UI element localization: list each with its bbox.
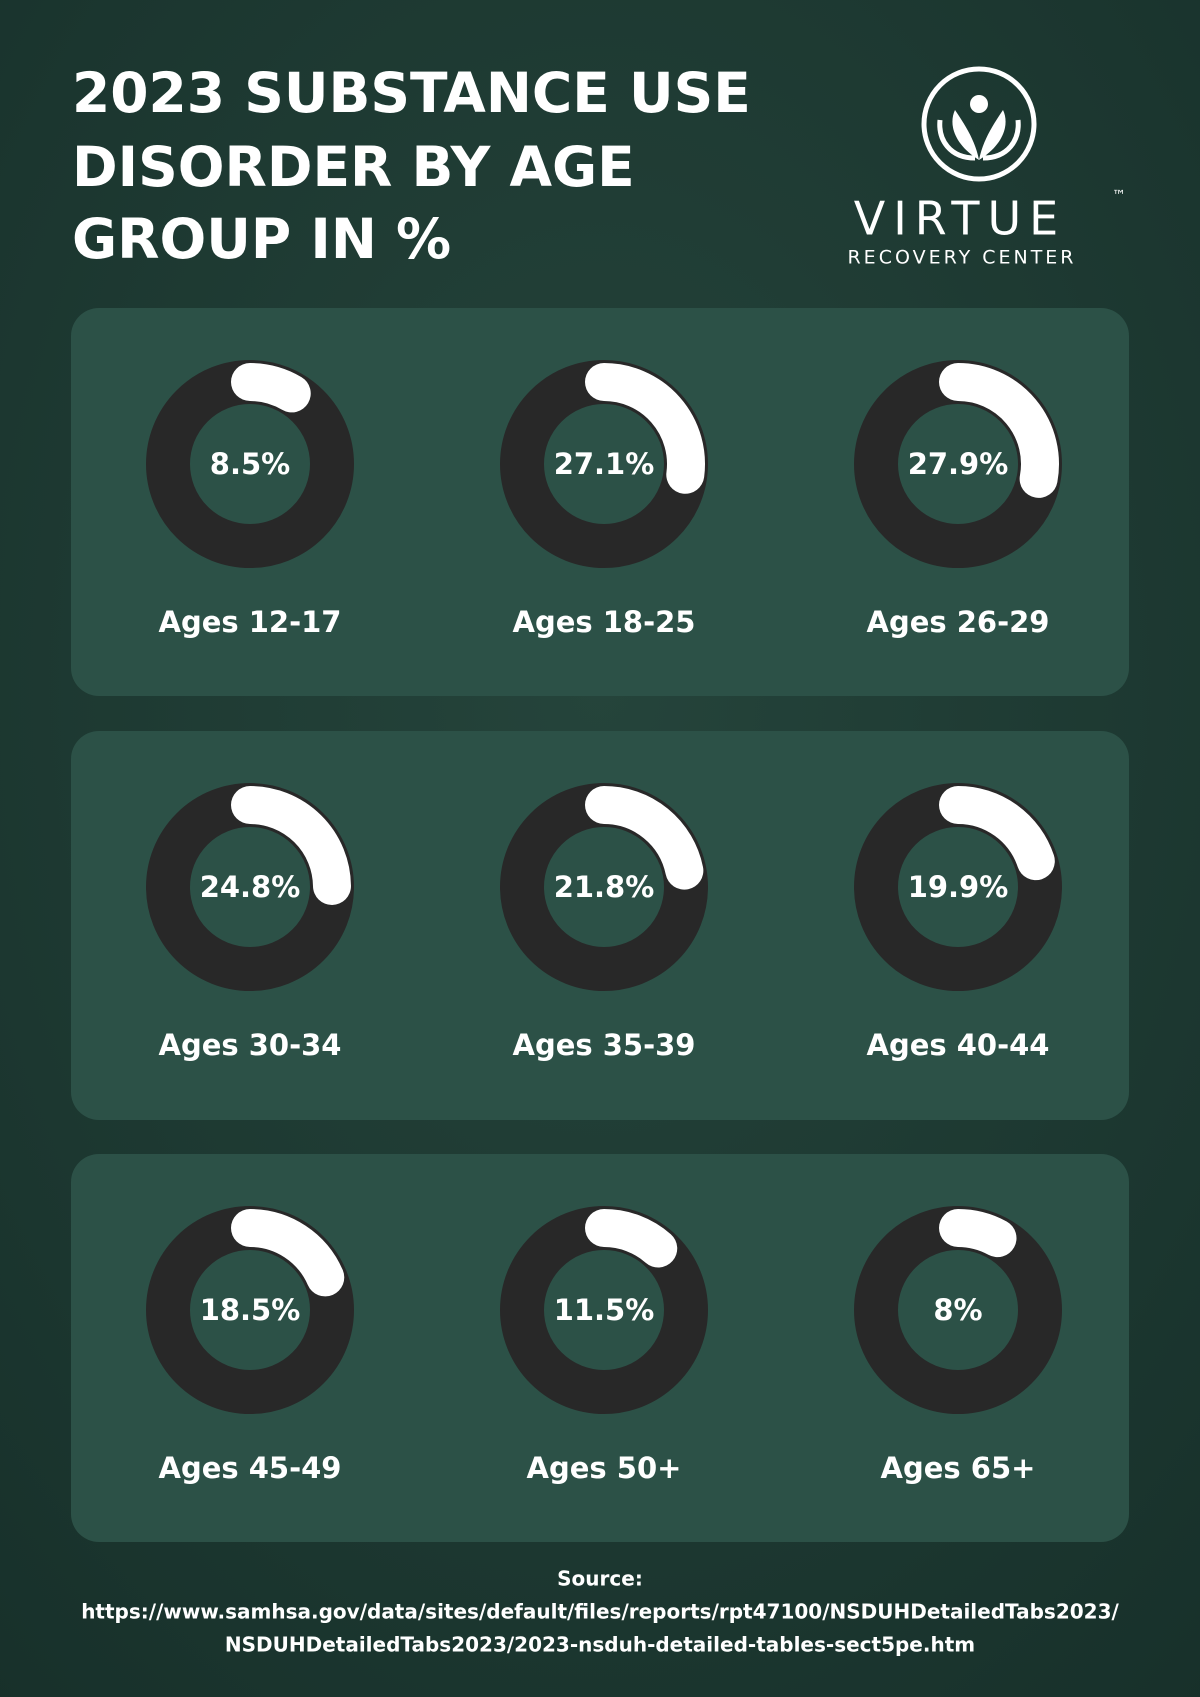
category-label: Ages 65+ xyxy=(881,1451,1036,1485)
value-label: 24.8% xyxy=(200,870,301,904)
category-label: Ages 35-39 xyxy=(513,1028,696,1062)
category-label: Ages 30-34 xyxy=(159,1028,342,1062)
donut-arc xyxy=(585,1209,678,1268)
donut-arc xyxy=(939,1209,1017,1258)
donut-arc xyxy=(939,786,1055,881)
donut-arc xyxy=(231,786,351,905)
value-label: 11.5% xyxy=(554,1293,655,1327)
category-label: Ages 45-49 xyxy=(159,1451,342,1485)
brand-name: VIRTUE xyxy=(854,192,1066,246)
title-line: DISORDER BY AGE xyxy=(72,135,635,199)
value-label: 19.9% xyxy=(908,870,1009,904)
donut-arc xyxy=(231,1209,345,1297)
category-label: Ages 12-17 xyxy=(159,605,342,639)
title-line: GROUP IN % xyxy=(72,207,451,271)
brand-tagline: RECOVERY CENTER xyxy=(847,247,1076,269)
donut-arc xyxy=(939,363,1059,498)
brand-trademark: ™ xyxy=(1112,188,1126,204)
value-label: 18.5% xyxy=(200,1293,301,1327)
donut-arc xyxy=(231,363,311,413)
source-url: https://www.samhsa.gov/data/sites/defaul… xyxy=(81,1600,1119,1624)
title-line: 2023 SUBSTANCE USE xyxy=(72,61,751,125)
donut-arc xyxy=(585,363,705,494)
category-label: Ages 50+ xyxy=(527,1451,682,1485)
source-label: Source: xyxy=(557,1567,643,1591)
logo-icon xyxy=(921,66,1037,182)
value-label: 27.1% xyxy=(554,447,655,481)
value-label: 27.9% xyxy=(908,447,1009,481)
value-label: 8.5% xyxy=(210,447,290,481)
category-label: Ages 18-25 xyxy=(513,605,696,639)
value-label: 8% xyxy=(933,1293,982,1327)
category-label: Ages 40-44 xyxy=(867,1028,1050,1062)
category-label: Ages 26-29 xyxy=(867,605,1050,639)
donut-arc xyxy=(585,786,704,890)
value-label: 21.8% xyxy=(554,870,655,904)
source-url: NSDUHDetailedTabs2023/2023-nsduh-detaile… xyxy=(225,1633,975,1657)
